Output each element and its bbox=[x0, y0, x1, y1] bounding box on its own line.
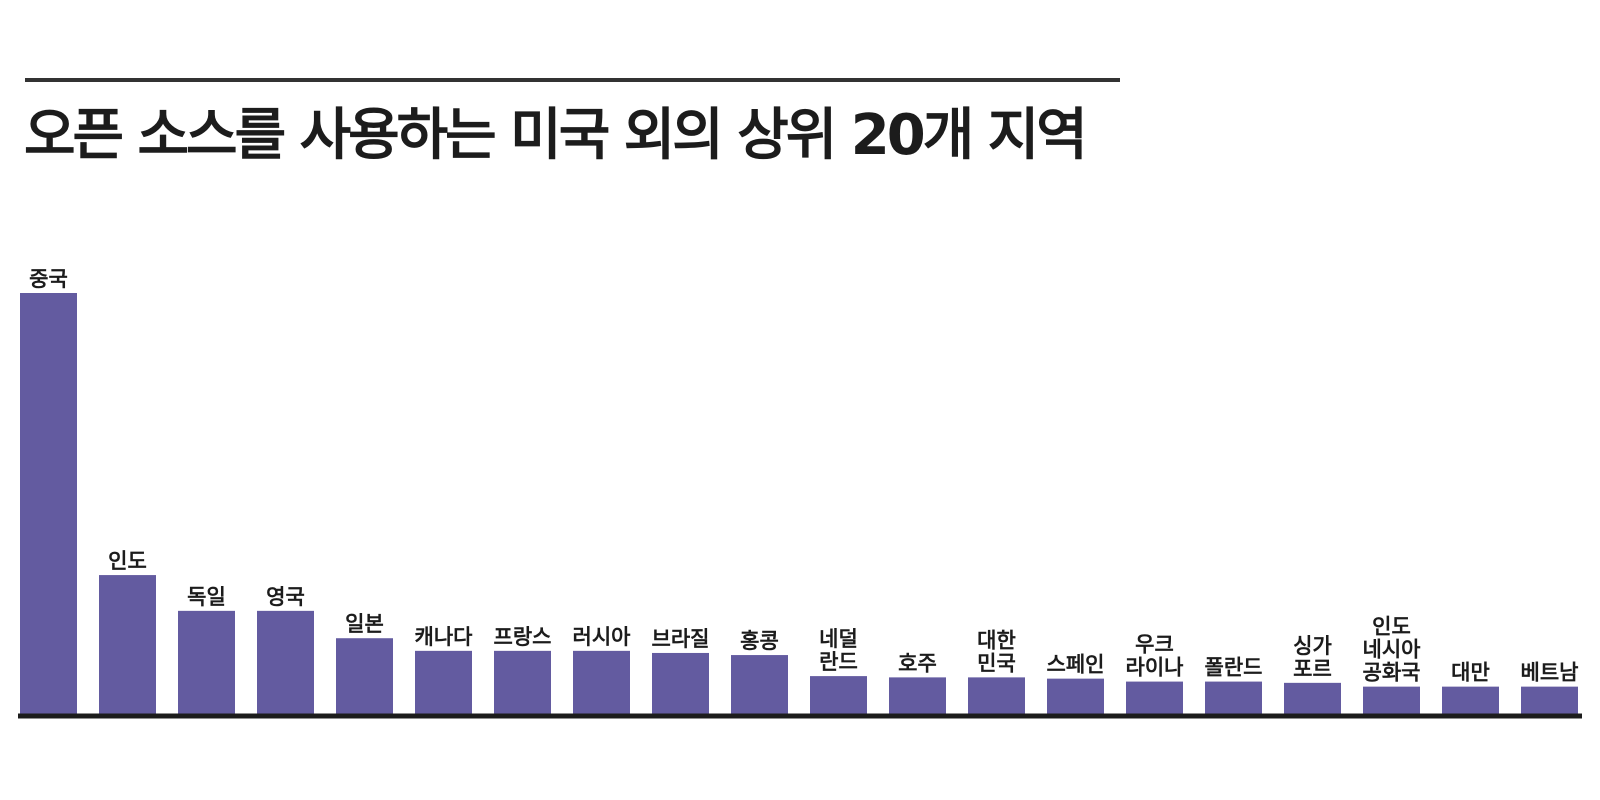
bar-2 bbox=[99, 575, 156, 714]
bar-label-9: 브라질 bbox=[652, 627, 710, 651]
bar-label-17-line-2: 포르 bbox=[1293, 657, 1332, 681]
bar-label-13-line-2: 민국 bbox=[977, 651, 1016, 675]
bar-5 bbox=[336, 638, 393, 714]
bar-4 bbox=[257, 610, 314, 714]
bar-label-12: 호주 bbox=[898, 651, 937, 675]
bar-label-18-line-1: 인도 bbox=[1372, 615, 1411, 639]
bar-13 bbox=[968, 677, 1025, 714]
bar-8 bbox=[573, 650, 630, 714]
bar-18 bbox=[1363, 686, 1420, 714]
bar-label-15-line-1: 우크 bbox=[1135, 633, 1174, 657]
bar-label-8: 러시아 bbox=[573, 625, 632, 649]
bar-label-14: 스페인 bbox=[1047, 653, 1105, 677]
bar-19 bbox=[1442, 686, 1499, 714]
bar-17 bbox=[1284, 682, 1341, 714]
bar-label-13-line-1: 대한 bbox=[977, 628, 1016, 652]
bar-label-2: 인도 bbox=[108, 549, 147, 573]
bar-15 bbox=[1126, 681, 1183, 714]
bar-14 bbox=[1047, 678, 1104, 714]
bars-layer bbox=[20, 293, 1578, 714]
bar-1 bbox=[20, 293, 77, 714]
bar-20 bbox=[1521, 686, 1578, 714]
bar-label-5: 일본 bbox=[345, 612, 384, 636]
bar-label-18-line-3: 공화국 bbox=[1363, 661, 1421, 685]
bar-label-17-line-1: 싱가 bbox=[1293, 634, 1332, 658]
chart-title: 오픈 소스를 사용하는 미국 외의 상위 20개 지역 bbox=[24, 103, 1088, 168]
bar-label-4: 영국 bbox=[266, 585, 305, 609]
bar-label-18-line-2: 네시아 bbox=[1363, 638, 1422, 662]
bar-16 bbox=[1205, 681, 1262, 714]
bar-label-10: 홍콩 bbox=[740, 629, 779, 653]
bar-label-15-line-2: 라이나 bbox=[1126, 656, 1185, 680]
bar-10 bbox=[731, 655, 788, 714]
bar-label-7: 프랑스 bbox=[494, 625, 552, 649]
bar-11 bbox=[810, 676, 867, 714]
bar-label-19: 대만 bbox=[1451, 661, 1490, 685]
bar-6 bbox=[415, 650, 472, 714]
title-rule bbox=[25, 78, 1120, 82]
bar-label-11-line-2: 란드 bbox=[819, 650, 858, 674]
bar-label-20: 베트남 bbox=[1521, 661, 1579, 685]
bar-label-3: 독일 bbox=[187, 585, 226, 609]
bar-label-6: 캐나다 bbox=[415, 625, 474, 649]
bar-12 bbox=[889, 677, 946, 714]
bar-9 bbox=[652, 652, 709, 714]
bar-3 bbox=[178, 610, 235, 714]
bar-label-1: 중국 bbox=[29, 267, 68, 291]
bar-label-16: 폴란드 bbox=[1205, 656, 1263, 680]
bar-7 bbox=[494, 650, 551, 714]
bar-label-11-line-1: 네덜 bbox=[819, 627, 858, 651]
